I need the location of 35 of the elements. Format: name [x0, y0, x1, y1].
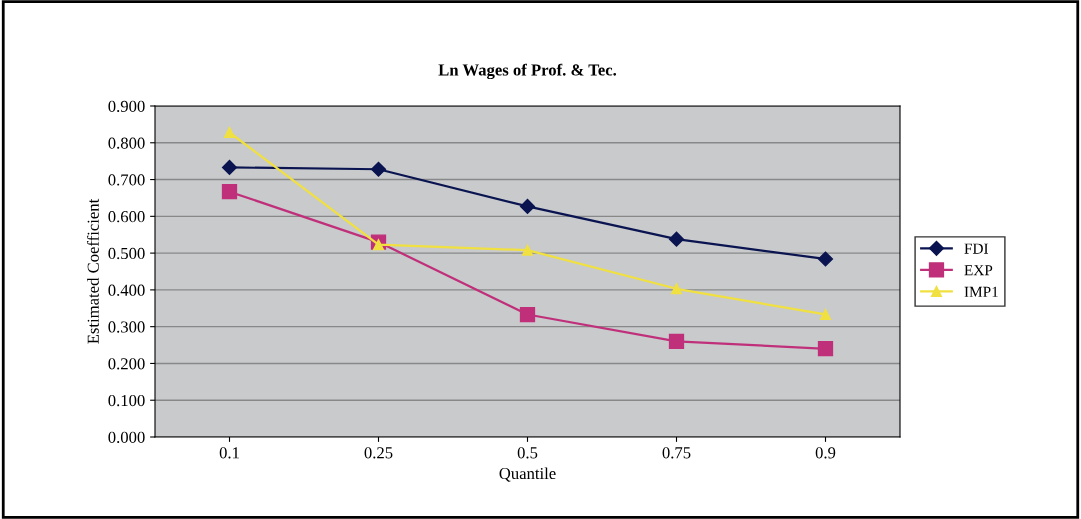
point	[819, 308, 832, 321]
y-tick-label: 0.200	[108, 358, 145, 370]
x-axis-title: Quantile	[499, 467, 556, 482]
y-tick-label: 0.500	[108, 247, 145, 260]
y-tick-label: 0.600	[108, 211, 145, 223]
x-tick-label: 0.25	[364, 447, 393, 459]
y-tick-label: 0.800	[108, 137, 145, 149]
y-tick-label: 0.700	[108, 174, 145, 186]
legend-label: EXP	[964, 265, 993, 276]
point	[521, 244, 534, 256]
y-tick-label: 0.000	[108, 431, 145, 444]
y-tick-label: 0.300	[108, 321, 145, 333]
point	[519, 198, 536, 214]
point	[223, 126, 236, 139]
point	[817, 251, 834, 267]
y-tick-label: 0.400	[108, 284, 145, 296]
x-tick-label: 0.9	[815, 447, 836, 459]
point	[519, 306, 536, 323]
point	[670, 283, 683, 295]
point	[370, 161, 387, 177]
point	[221, 184, 238, 200]
y-axis-title: Estimated Coefficient	[86, 198, 99, 344]
point	[668, 333, 685, 350]
x-tick-label: 0.75	[662, 447, 691, 459]
point	[817, 341, 834, 357]
point	[372, 239, 385, 251]
point	[668, 231, 685, 247]
y-tick-label: 0.100	[108, 394, 145, 407]
y-tick-label: 0.900	[108, 100, 145, 113]
x-tick-label: 0.1	[219, 447, 239, 459]
point	[221, 159, 238, 175]
legend-label: FDI	[964, 243, 989, 254]
x-tick-label: 0.5	[517, 447, 538, 459]
legend-label: IMP1	[964, 286, 998, 297]
chart-title: Ln Wages of Prof. & Tec.	[438, 63, 617, 80]
